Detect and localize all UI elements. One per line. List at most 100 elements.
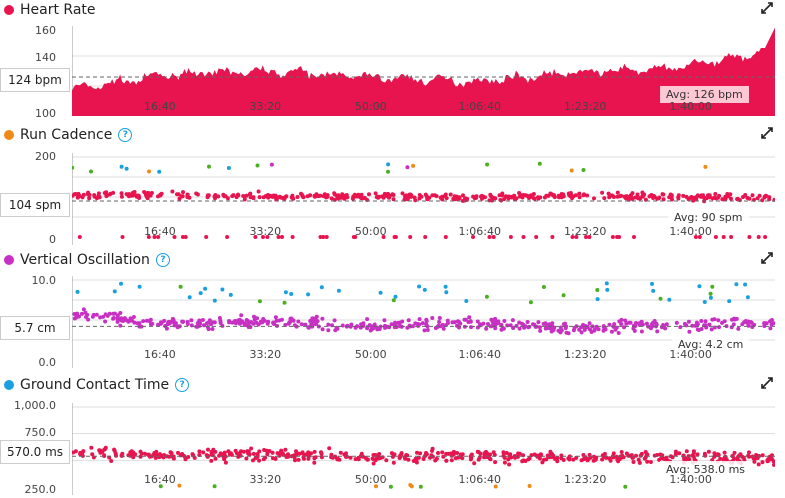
data-point [153,453,158,458]
data-point [517,191,522,195]
help-icon[interactable]: ? [175,378,190,392]
data-point [502,460,507,465]
expand-icon[interactable] [761,252,773,264]
data-point [131,315,136,319]
data-point [440,450,445,455]
data-point [78,452,83,457]
run-cadence-title: Run Cadence ? [0,125,133,145]
data-point [682,321,687,326]
avg-label: Avg: 126 bpm [660,86,749,103]
data-point [421,457,426,461]
data-point [318,193,323,198]
data-point [295,195,300,199]
data-point [175,325,180,330]
data-point [632,235,636,239]
help-icon[interactable]: ? [118,128,133,142]
data-point [546,322,551,327]
data-point [234,195,239,200]
data-point [241,194,246,198]
ground-contact-time-plot[interactable] [72,403,775,495]
data-point [283,195,288,200]
data-point [637,322,642,327]
data-point [531,322,535,327]
data-point [549,192,554,197]
expand-icon[interactable] [761,127,773,139]
y-tick: 0.0 [38,356,57,369]
data-point [400,191,405,196]
data-point [425,328,430,332]
data-point [244,456,249,461]
data-point [624,194,629,199]
heart-rate-area [72,27,775,116]
data-point [422,287,427,292]
data-point [363,456,368,460]
x-tick: 1:40:00 [669,225,712,238]
x-tick: 33:20 [249,473,282,486]
data-point [260,320,265,325]
data-point [434,456,439,461]
data-point [720,320,724,325]
run-cadence-panel: Run Cadence ? 200 0 104 spm Avg: 90 spm … [0,125,785,250]
data-point [566,456,571,461]
data-point [220,287,225,292]
data-point [386,162,391,167]
data-point [588,455,593,460]
data-point [467,315,472,320]
data-point [183,235,188,239]
data-point [209,449,214,454]
expand-icon[interactable] [761,377,773,389]
data-point [371,461,376,466]
data-point [393,294,398,299]
data-point [687,457,692,462]
data-point [114,453,118,458]
data-point [236,318,240,323]
run-cadence-plot[interactable] [72,153,775,245]
data-point [725,192,730,196]
expand-icon[interactable] [761,2,773,14]
help-icon[interactable]: ? [155,253,170,267]
data-point [636,457,641,462]
data-point [708,291,713,296]
data-point [727,299,732,304]
data-point [558,325,563,330]
data-point [695,327,700,332]
data-point [267,449,272,453]
data-point [204,235,209,239]
data-point [213,456,218,461]
data-point [72,312,77,316]
data-point [702,300,707,304]
data-point [570,235,575,239]
data-point [741,195,745,199]
data-point [772,462,775,467]
data-point [458,321,463,326]
data-point [713,235,718,239]
data-point [233,448,238,453]
data-point [592,327,597,332]
data-point [377,327,382,331]
data-point [428,455,432,460]
vertical-oscillation-plot[interactable] [72,276,775,368]
data-point [332,191,337,196]
data-point [413,198,418,203]
data-point [571,457,576,462]
data-point [105,313,110,318]
ground-contact-time-dot [4,380,14,390]
data-point [514,196,519,201]
data-point [538,328,543,333]
data-point [374,195,379,200]
data-point [546,193,551,198]
data-point [275,451,280,456]
data-point [699,319,704,323]
data-point [763,235,768,239]
data-point [384,458,389,463]
data-point [693,323,698,328]
data-point [296,319,301,324]
data-point [516,451,521,456]
data-point [275,195,280,200]
data-point [221,192,226,197]
data-point [561,293,566,298]
data-point [212,298,217,303]
data-point [765,459,770,464]
heart-rate-plot[interactable] [72,26,775,116]
data-point [632,328,637,333]
